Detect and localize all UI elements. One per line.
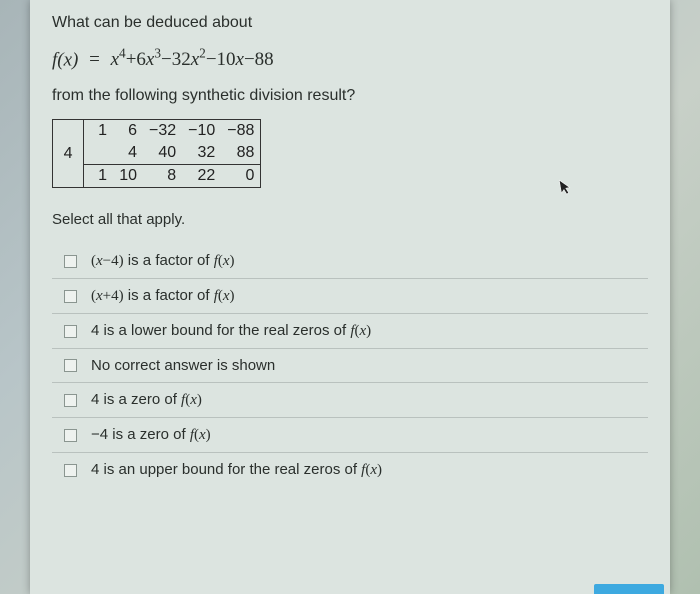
cell: 0 xyxy=(221,165,260,188)
table-row: 1 6 −32 −10 −88 xyxy=(53,120,260,142)
synthetic-division-table: 1 6 −32 −10 −88 4 4 40 32 88 1 10 8 22 0 xyxy=(52,119,261,188)
equation-poly: x4+6x3−32x2−10x−88 xyxy=(111,49,274,70)
cell: 1 xyxy=(83,165,113,188)
option-text: (x−4) is a factor of f(x) xyxy=(91,252,235,270)
option-text: (x+4) is a factor of f(x) xyxy=(91,287,235,305)
cell: −10 xyxy=(182,120,221,142)
table-row: 1 10 8 22 0 xyxy=(53,165,260,188)
question-panel: What can be deduced about f(x) = x4+6x3−… xyxy=(30,0,670,594)
cell: 22 xyxy=(182,165,221,188)
equation: f(x) = x4+6x3−32x2−10x−88 xyxy=(52,46,648,71)
equation-equals: = xyxy=(89,49,100,70)
cell: 4 xyxy=(113,142,143,165)
option-row[interactable]: 4 is an upper bound for the real zeros o… xyxy=(52,453,648,487)
option-text: 4 is a zero of f(x) xyxy=(91,391,202,409)
divisor-cell-blank xyxy=(53,120,83,142)
cell: 8 xyxy=(143,165,182,188)
option-text: −4 is a zero of f(x) xyxy=(91,426,211,444)
option-text: 4 is an upper bound for the real zeros o… xyxy=(91,461,382,479)
option-row[interactable]: −4 is a zero of f(x) xyxy=(52,418,648,453)
select-all-label: Select all that apply. xyxy=(52,211,648,228)
option-row[interactable]: (x−4) is a factor of f(x) xyxy=(52,244,648,279)
question-intro: What can be deduced about xyxy=(52,14,648,32)
option-text: 4 is a lower bound for the real zeros of… xyxy=(91,322,371,340)
cell: 6 xyxy=(113,120,143,142)
option-text: No correct answer is shown xyxy=(91,357,275,374)
question-followup: from the following synthetic division re… xyxy=(52,87,648,105)
checkbox[interactable] xyxy=(64,325,77,338)
cell xyxy=(83,142,113,165)
option-row[interactable]: 4 is a lower bound for the real zeros of… xyxy=(52,314,648,349)
table-row: 4 4 40 32 88 xyxy=(53,142,260,165)
checkbox[interactable] xyxy=(64,394,77,407)
option-row[interactable]: No correct answer is shown xyxy=(52,349,648,383)
submit-button[interactable] xyxy=(594,584,664,594)
cell: 88 xyxy=(221,142,260,165)
checkbox[interactable] xyxy=(64,359,77,372)
cell: 10 xyxy=(113,165,143,188)
cell: 1 xyxy=(83,120,113,142)
cell: −32 xyxy=(143,120,182,142)
options-list: (x−4) is a factor of f(x) (x+4) is a fac… xyxy=(52,244,648,487)
divisor-cell: 4 xyxy=(53,142,83,165)
checkbox[interactable] xyxy=(64,464,77,477)
divisor-cell-blank xyxy=(53,165,83,188)
cell: −88 xyxy=(221,120,260,142)
cell: 32 xyxy=(182,142,221,165)
option-row[interactable]: 4 is a zero of f(x) xyxy=(52,383,648,418)
checkbox[interactable] xyxy=(64,429,77,442)
equation-fx: f(x) xyxy=(52,49,78,70)
option-row[interactable]: (x+4) is a factor of f(x) xyxy=(52,279,648,314)
checkbox[interactable] xyxy=(64,255,77,268)
checkbox[interactable] xyxy=(64,290,77,303)
cell: 40 xyxy=(143,142,182,165)
